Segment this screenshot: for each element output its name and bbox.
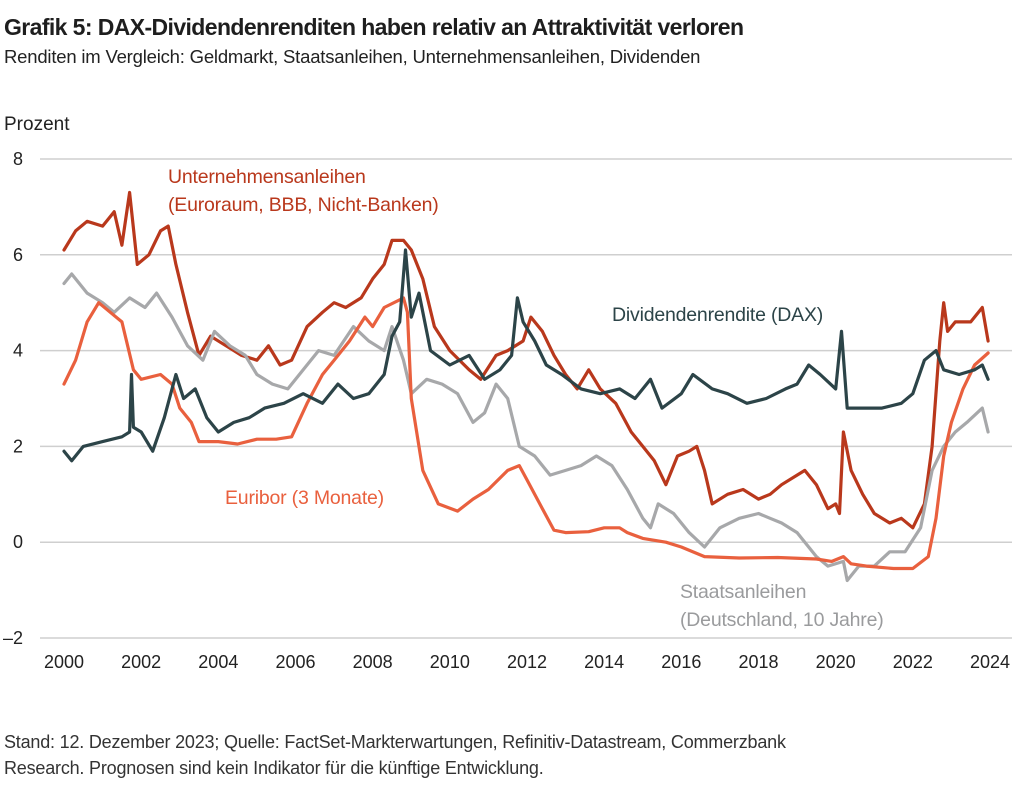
label-euribor: Euribor (3 Monate): [225, 487, 384, 509]
label-unternehmensanleihen-2: (Euroraum, BBB, Nicht-Banken): [168, 194, 439, 216]
series-line-3: [62, 248, 990, 463]
series-labels: Unternehmensanleihen (Euroraum, BBB, Nic…: [168, 166, 884, 631]
footer-source: Stand: 12. Dezember 2023; Quelle: FactSe…: [4, 729, 1004, 781]
label-dividendenrendite: Dividendenrendite (DAX): [612, 304, 823, 326]
x-tick-label: 2002: [121, 652, 161, 672]
y-tick-label: –2: [3, 628, 23, 648]
y-axis-label: Prozent: [4, 114, 70, 135]
x-tick-label: 2006: [275, 652, 315, 672]
x-tick-label: 2024: [970, 652, 1010, 672]
x-tick-label: 2020: [816, 652, 856, 672]
y-tick-label: 4: [13, 341, 23, 361]
footer-line-2: Research. Prognosen sind kein Indikator …: [4, 758, 544, 778]
x-tick-label: 2004: [198, 652, 238, 672]
label-unternehmensanleihen-1: Unternehmensanleihen: [168, 166, 366, 188]
series-line-1: [62, 272, 990, 583]
y-tick-label: 0: [13, 532, 23, 552]
x-tick-label: 2012: [507, 652, 547, 672]
x-tick-label: 2000: [44, 652, 84, 672]
label-staatsanleihen-1: Staatsanleihen: [680, 581, 806, 603]
footer-line-1: Stand: 12. Dezember 2023; Quelle: FactSe…: [4, 732, 786, 752]
label-staatsanleihen-2: (Deutschland, 10 Jahre): [680, 609, 884, 631]
x-tick-label: 2018: [738, 652, 778, 672]
y-tick-labels: 8 6 4 2 0 –2: [3, 149, 23, 648]
y-tick-label: 2: [13, 436, 23, 456]
series-lines: [62, 190, 990, 583]
x-tick-label: 2016: [661, 652, 701, 672]
x-tick-label: 2008: [353, 652, 393, 672]
chart-title: Grafik 5: DAX-Dividendenrenditen haben r…: [4, 14, 744, 40]
x-tick-label: 2010: [430, 652, 470, 672]
series-line-0: [62, 190, 990, 530]
chart-subtitle: Renditen im Vergleich: Geldmarkt, Staats…: [4, 46, 701, 67]
series-line-2: [62, 296, 990, 571]
y-tick-label: 8: [13, 149, 23, 169]
x-tick-label: 2022: [893, 652, 933, 672]
y-tick-label: 6: [13, 245, 23, 265]
x-tick-labels: 2000 2002 2004 2006 2008 2010 2012 2014 2016 2018…: [44, 652, 1010, 672]
x-tick-label: 2014: [584, 652, 624, 672]
